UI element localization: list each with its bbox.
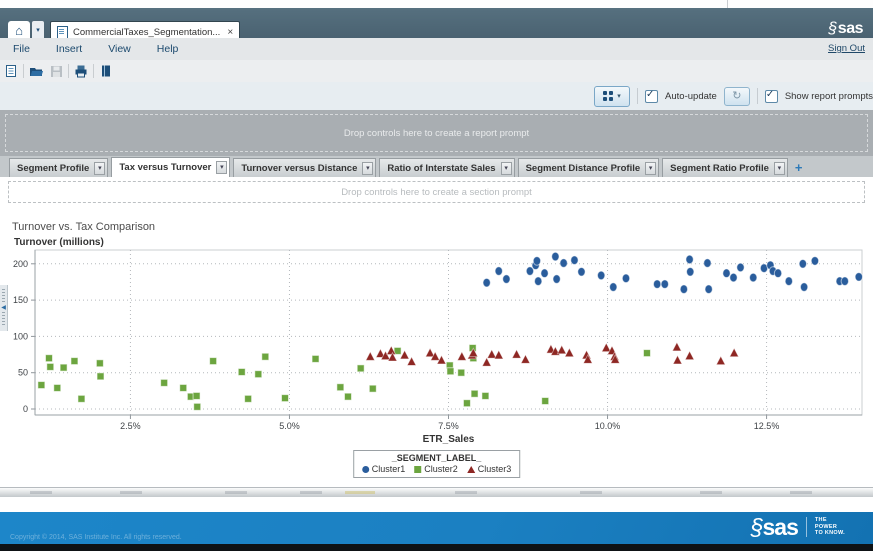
left-panel-collapse-handle[interactable]: ◀: [0, 285, 8, 331]
svg-text:7.5%: 7.5%: [438, 421, 459, 431]
cluster3-triangle-icon: [467, 466, 475, 473]
section-tab-segment-ratio-profile[interactable]: Segment Ratio Profile ▾: [662, 158, 788, 177]
section-tab-label: Segment Ratio Profile: [670, 163, 769, 174]
sas-swirl-icon: §: [828, 20, 836, 37]
collapse-arrow-icon: ◀: [1, 304, 6, 312]
tile-layout-icon: [603, 91, 614, 102]
splitter-dots: [2, 312, 5, 327]
tab-dropdown-icon[interactable]: ▾: [216, 161, 227, 174]
section-tab-label: Ratio of Interstate Sales: [387, 163, 495, 174]
section-tab-label: Segment Profile: [17, 163, 89, 174]
close-tab-icon[interactable]: ×: [227, 27, 233, 38]
bottom-scroll-strip[interactable]: [0, 487, 873, 497]
tab-dropdown-icon[interactable]: ▾: [774, 162, 785, 175]
tile-layout-button[interactable]: ▾: [594, 86, 630, 107]
open-icon[interactable]: [28, 63, 44, 79]
svg-text:2.5%: 2.5%: [120, 421, 141, 431]
legend-item-cluster3: Cluster3: [467, 464, 512, 474]
scatter-plot[interactable]: 0 50 100 150 200 2.5% 5.0% 7.5% 10.0% 12.5% ETR_Sa…: [0, 245, 873, 445]
legend-title: _SEGMENT_LABEL_: [362, 453, 512, 463]
section-tab-strip: Segment Profile▾Tax versus Turnover▾Turn…: [0, 156, 873, 178]
menu-item-view[interactable]: View: [95, 43, 144, 55]
tab-dropdown-icon[interactable]: ▾: [501, 162, 512, 175]
section-tab-turnover-versus-distance[interactable]: Turnover versus Distance ▾: [233, 158, 376, 177]
cluster2-square-icon: [414, 466, 421, 473]
toolbar-separator: [68, 64, 69, 78]
section-tab-ratio-of-interstate-sales[interactable]: Ratio of Interstate Sales ▾: [379, 158, 514, 177]
new-report-icon[interactable]: [3, 63, 19, 79]
view-controls-row: ▾ Auto-update ↻ Show report prompts: [0, 82, 873, 110]
sign-out-link[interactable]: Sign Out: [828, 43, 865, 54]
legend-item-cluster1: Cluster1: [362, 464, 406, 474]
section-tab-label: Segment Distance Profile: [526, 163, 641, 174]
legend-label: Cluster1: [372, 464, 406, 474]
tab-dropdown-icon[interactable]: ▾: [645, 162, 656, 175]
report-prompt-dropzone[interactable]: Drop controls here to create a report pr…: [5, 114, 868, 152]
section-tab-segment-distance-profile[interactable]: Segment Distance Profile ▾: [518, 158, 660, 177]
add-section-tab-button[interactable]: +: [791, 160, 809, 177]
brand-divider: [806, 517, 807, 537]
sas-swirl-icon: §: [751, 514, 763, 540]
menu-item-insert[interactable]: Insert: [43, 43, 95, 55]
svg-text:5.0%: 5.0%: [279, 421, 300, 431]
report-canvas: Drop controls here to create a section p…: [0, 177, 873, 480]
svg-text:ETR_Sales: ETR_Sales: [423, 434, 475, 445]
section-tab-tax-versus-turnover[interactable]: Tax versus Turnover ▾: [111, 157, 230, 177]
section-tab-label: Tax versus Turnover: [119, 162, 211, 173]
tab-dropdown-icon[interactable]: ▾: [362, 162, 373, 175]
svg-text:12.5%: 12.5%: [754, 421, 780, 431]
svg-text:150: 150: [13, 295, 28, 305]
menu-item-help[interactable]: Help: [144, 43, 192, 55]
export-icon[interactable]: [98, 63, 114, 79]
svg-text:100: 100: [13, 331, 28, 341]
controls-separator: [637, 88, 638, 104]
show-report-prompts-checkbox[interactable]: [765, 90, 778, 103]
toolbar-separator: [23, 64, 24, 78]
report-tab-label: CommercialTaxes_Segmentation...: [73, 27, 220, 38]
cluster1-circle-icon: [362, 466, 369, 473]
refresh-button[interactable]: ↻: [724, 87, 750, 106]
sas-logo-footer: §sas: [751, 515, 798, 539]
sas-logo: §sas: [828, 20, 863, 38]
browser-edge-strip: [0, 0, 873, 8]
application-titlebar: ⌂ ▾ CommercialTaxes_Segmentation... × §s…: [0, 8, 873, 38]
sas-footer: Copyright © 2014, SAS Institute Inc. All…: [0, 512, 873, 544]
legend-label: Cluster2: [424, 464, 458, 474]
copyright-text: Copyright © 2014, SAS Institute Inc. All…: [10, 534, 182, 541]
auto-update-label: Auto-update: [665, 91, 717, 102]
tab-dropdown-icon[interactable]: ▾: [94, 162, 105, 175]
chevron-down-icon: ▾: [617, 92, 621, 100]
bottom-edge: [0, 544, 873, 551]
svg-text:50: 50: [18, 368, 28, 378]
legend-label: Cluster3: [478, 464, 512, 474]
chart-title: Turnover vs. Tax Comparison: [12, 221, 155, 233]
menu-item-file[interactable]: File: [0, 43, 43, 55]
print-icon[interactable]: [73, 63, 89, 79]
report-prompt-band: Drop controls here to create a report pr…: [0, 110, 873, 156]
toolbar-separator: [93, 64, 94, 78]
svg-text:0: 0: [23, 404, 28, 414]
legend-item-cluster2: Cluster2: [414, 464, 458, 474]
toolbar: [0, 60, 873, 83]
section-tab-label: Turnover versus Distance: [241, 163, 357, 174]
section-tab-segment-profile[interactable]: Segment Profile ▾: [9, 158, 108, 177]
browser-edge-divider: [727, 0, 728, 8]
controls-separator: [757, 88, 758, 104]
show-report-prompts-label: Show report prompts: [785, 91, 873, 102]
sas-tagline: THE POWER TO KNOW.: [815, 517, 845, 537]
save-icon[interactable]: [48, 63, 64, 79]
splitter-dots: [2, 289, 5, 304]
svg-text:200: 200: [13, 259, 28, 269]
section-prompt-dropzone[interactable]: Drop controls here to create a section p…: [8, 181, 865, 203]
menu-bar: FileInsertViewHelp Sign Out: [0, 38, 873, 61]
sas-brand: §sas THE POWER TO KNOW.: [751, 515, 845, 539]
svg-text:10.0%: 10.0%: [595, 421, 621, 431]
auto-update-checkbox[interactable]: [645, 90, 658, 103]
chart-legend: _SEGMENT_LABEL_ Cluster1 Cluster2 Cluste…: [353, 450, 521, 478]
report-document-icon: [57, 26, 68, 39]
